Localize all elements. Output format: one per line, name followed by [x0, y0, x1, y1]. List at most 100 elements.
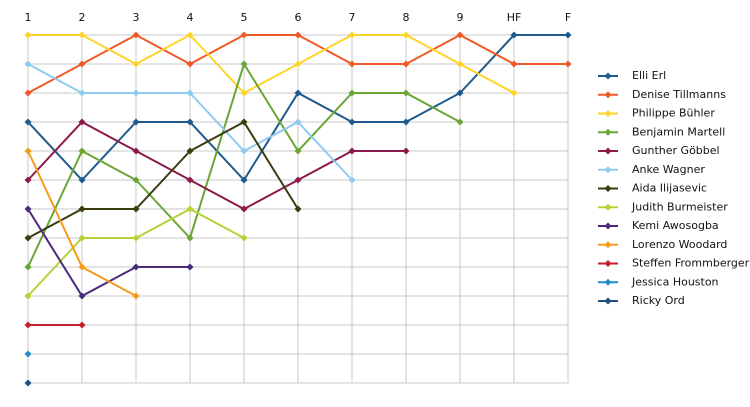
point [348, 89, 356, 97]
point [186, 31, 194, 39]
x-tick-label: HF [507, 11, 522, 24]
legend-label: Jessica Houston [631, 275, 719, 288]
point [240, 205, 248, 213]
point [294, 31, 302, 39]
point [24, 89, 32, 97]
point [78, 205, 86, 213]
legend-label: Gunther Göbbel [632, 144, 720, 157]
point [78, 31, 86, 39]
point [78, 321, 86, 329]
legend-marker [604, 297, 612, 305]
point [294, 205, 302, 213]
point [348, 176, 356, 184]
point [24, 205, 32, 213]
point [510, 31, 518, 39]
point [24, 321, 32, 329]
x-tick-label: 4 [187, 11, 194, 24]
legend-label: Anke Wagner [632, 163, 705, 176]
point [24, 118, 32, 126]
legend-marker [604, 72, 612, 80]
point [456, 31, 464, 39]
legend-marker [604, 278, 612, 286]
point [240, 176, 248, 184]
point [24, 176, 32, 184]
legend-marker [604, 91, 612, 99]
point [24, 350, 32, 358]
series-line [27, 120, 299, 239]
point [456, 89, 464, 97]
point [78, 234, 86, 242]
series-line [28, 33, 515, 95]
point [348, 118, 356, 126]
legend-label: Aida Ilijasevic [632, 182, 707, 195]
legend-marker [604, 222, 612, 230]
x-tick-label: 2 [79, 11, 86, 24]
point [186, 118, 194, 126]
x-tick-label: 8 [403, 11, 410, 24]
point [186, 89, 194, 97]
x-tick-label: 7 [349, 11, 356, 24]
legend-marker [604, 147, 612, 155]
point [132, 31, 140, 39]
point [348, 60, 356, 68]
legend-label: Elli Erl [632, 69, 666, 82]
legend-marker [604, 185, 612, 192]
legend-label: Judith Burmeister [631, 200, 728, 213]
x-tick-label: 9 [457, 11, 464, 24]
legend-label: Ricky Ord [632, 294, 685, 307]
point [240, 234, 248, 242]
point [240, 31, 248, 39]
legend-marker [604, 260, 612, 267]
point [24, 147, 32, 155]
point [24, 263, 32, 271]
legend-label: Denise Tillmanns [632, 88, 726, 101]
point [132, 205, 140, 213]
legend-label: Lorenzo Woodard [632, 238, 727, 251]
series-line [27, 120, 406, 211]
point [456, 60, 464, 68]
point [294, 176, 302, 184]
point [132, 60, 140, 68]
point [240, 89, 248, 97]
legend-marker [604, 241, 612, 249]
point [186, 205, 194, 213]
point [510, 60, 518, 68]
point [24, 292, 32, 300]
point [348, 31, 356, 39]
legend-label: Philippe Bühler [632, 107, 715, 120]
point [186, 234, 194, 242]
point [348, 147, 356, 155]
point [402, 89, 410, 97]
legend-label: Kemi Awosogba [632, 219, 719, 232]
point [78, 60, 86, 68]
point [240, 118, 248, 126]
point [132, 118, 140, 126]
point [132, 263, 140, 271]
point [402, 118, 410, 126]
point [78, 176, 86, 184]
legend-marker [604, 128, 612, 136]
legend-marker [604, 110, 612, 117]
point [24, 234, 32, 242]
point [24, 379, 32, 387]
point [294, 89, 302, 97]
point [456, 118, 464, 126]
x-tick-label: 5 [241, 11, 248, 24]
point [186, 147, 194, 155]
point [240, 60, 248, 68]
point [132, 234, 140, 242]
point [564, 31, 572, 39]
point [78, 263, 86, 271]
point [78, 292, 86, 300]
point [402, 147, 410, 155]
point [78, 147, 86, 155]
point [132, 292, 140, 300]
point [78, 118, 86, 126]
point [186, 263, 194, 271]
point [294, 147, 302, 155]
legend-marker [604, 203, 612, 211]
point [402, 60, 410, 68]
point [294, 118, 302, 126]
